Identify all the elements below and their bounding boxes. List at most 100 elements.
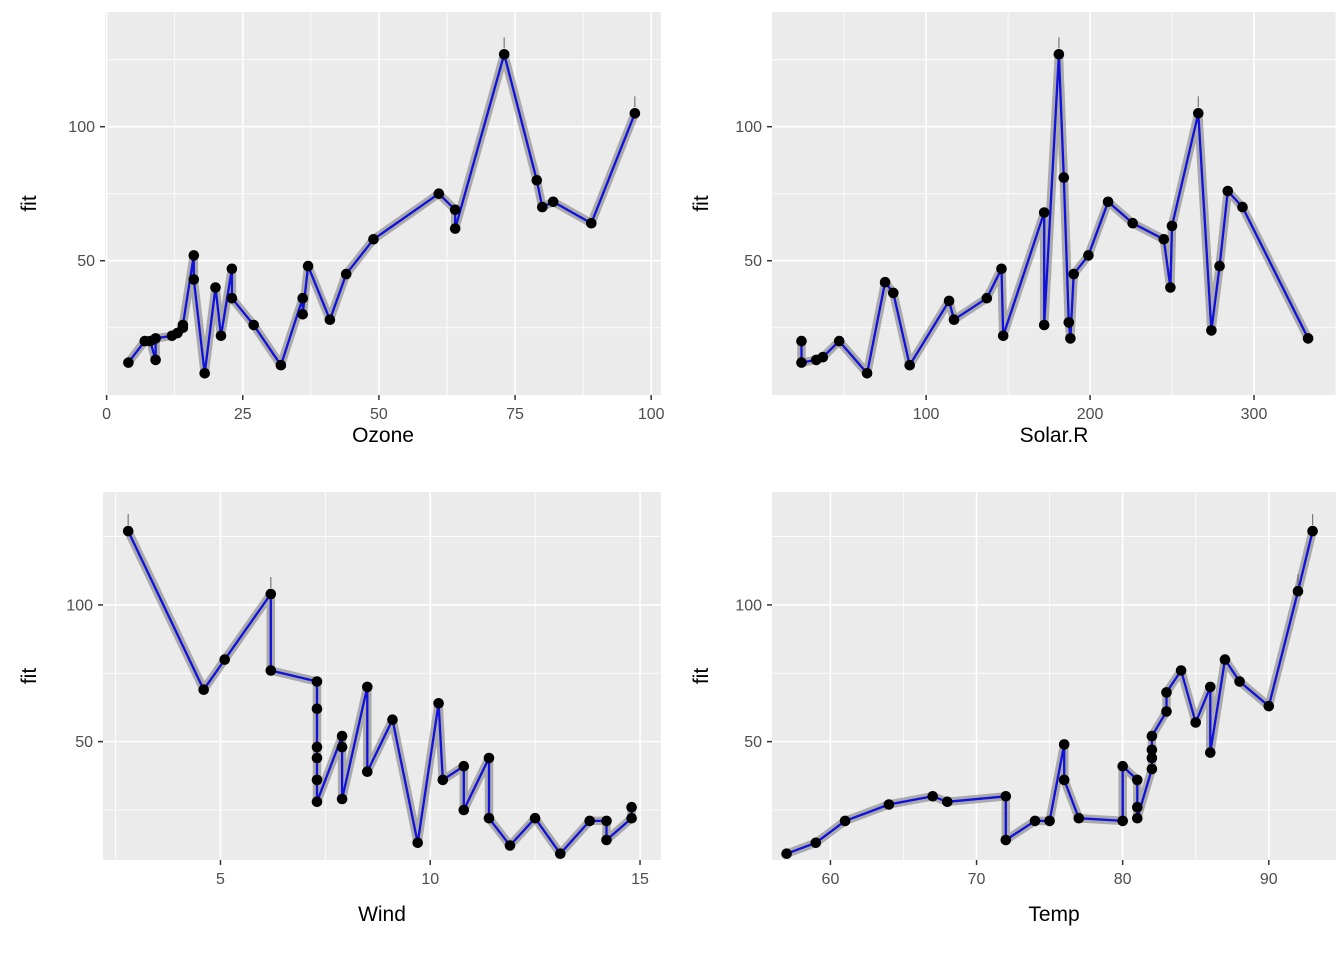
data-point <box>883 799 895 810</box>
data-point <box>483 752 495 764</box>
data-point <box>1029 815 1041 827</box>
data-point <box>997 330 1009 342</box>
data-point <box>810 837 822 849</box>
data-point <box>1307 525 1318 537</box>
data-point <box>833 335 845 347</box>
data-point <box>275 359 287 371</box>
y-tick-label: 50 <box>75 734 93 751</box>
data-point <box>219 654 230 665</box>
wind-plot-svg: 5 10 15 50 100 Wind fit <box>18 492 661 926</box>
data-point <box>265 588 277 600</box>
x-tick-label: 10 <box>421 871 439 888</box>
data-point <box>629 108 641 119</box>
data-point <box>150 354 161 366</box>
data-point <box>1000 834 1012 846</box>
data-point <box>362 766 373 777</box>
data-point <box>1222 185 1234 197</box>
data-point <box>215 330 227 342</box>
data-point <box>537 201 548 213</box>
panel-solar-r: 100 200 300 50 100 Solar.R fit <box>672 0 1344 480</box>
data-point <box>1102 196 1114 208</box>
x-axis-title: Temp <box>1028 903 1079 926</box>
x-tick-label: 50 <box>370 406 388 423</box>
data-point <box>340 268 352 280</box>
data-point <box>1117 760 1128 772</box>
data-point <box>531 175 543 186</box>
x-tick-label: 25 <box>234 406 252 423</box>
y-tick-label: 100 <box>735 597 762 614</box>
data-point <box>198 684 209 695</box>
data-point <box>368 234 379 245</box>
data-point <box>1044 815 1055 827</box>
panel-ozone: 0 25 50 75 100 50 100 Ozone fit <box>0 0 672 480</box>
data-point <box>626 812 637 824</box>
data-point <box>861 368 873 379</box>
data-point <box>297 292 309 304</box>
data-point <box>796 357 807 368</box>
x-tick-label: 80 <box>1114 871 1132 888</box>
data-point <box>458 760 470 772</box>
data-point <box>1234 676 1245 687</box>
data-point <box>226 292 238 304</box>
data-point <box>1161 706 1172 717</box>
y-axis-title: fit <box>18 668 41 685</box>
x-tick-label: 5 <box>216 871 225 888</box>
data-point <box>437 774 449 786</box>
data-point <box>1132 812 1143 824</box>
data-point <box>1193 108 1204 119</box>
y-tick-label: 100 <box>68 119 95 136</box>
data-point <box>336 793 348 805</box>
data-point <box>412 837 424 849</box>
data-point <box>1000 791 1012 802</box>
data-point <box>210 282 221 293</box>
data-point <box>311 774 323 786</box>
data-point <box>1127 217 1138 229</box>
data-point <box>1165 282 1176 293</box>
data-point <box>1237 201 1248 213</box>
panel-temp: 60 70 80 90 50 100 Temp fit <box>672 480 1344 960</box>
data-point <box>433 698 444 709</box>
y-tick-label: 50 <box>744 734 762 751</box>
data-point <box>1132 774 1143 786</box>
data-point <box>449 204 461 216</box>
data-point <box>529 812 541 824</box>
data-point <box>1058 739 1070 750</box>
data-point <box>311 796 323 808</box>
data-point <box>1146 752 1158 764</box>
x-axis-title: Ozone <box>352 424 414 447</box>
x-tick-label: 70 <box>968 871 986 888</box>
data-point <box>150 333 161 344</box>
data-point <box>1068 268 1079 280</box>
data-point <box>1063 317 1075 328</box>
data-point <box>311 703 323 715</box>
panel-wind: 5 10 15 50 100 Wind fit <box>0 480 672 960</box>
data-point <box>226 263 238 275</box>
data-point <box>336 741 348 753</box>
data-point <box>177 319 189 331</box>
x-axis-title: Solar.R <box>1020 424 1089 447</box>
data-point <box>483 812 495 824</box>
data-point <box>336 730 348 742</box>
data-point <box>1053 49 1065 60</box>
data-point <box>1214 260 1225 272</box>
data-point <box>996 263 1007 275</box>
data-point <box>1117 815 1128 827</box>
data-point <box>122 525 134 537</box>
data-point <box>1058 774 1070 786</box>
data-point <box>1175 665 1187 676</box>
y-tick-label: 50 <box>77 253 95 270</box>
data-point <box>504 840 516 851</box>
data-point <box>123 357 134 368</box>
data-point <box>1073 812 1085 824</box>
data-point <box>324 314 336 326</box>
temp-plot-svg: 60 70 80 90 50 100 Temp fit <box>690 492 1336 926</box>
y-tick-label: 100 <box>735 119 762 136</box>
data-point <box>188 250 200 261</box>
data-point <box>449 223 461 234</box>
data-point <box>311 741 323 753</box>
x-tick-label: 100 <box>638 406 665 423</box>
data-point <box>297 309 309 320</box>
data-point <box>302 260 314 272</box>
data-point <box>1206 325 1217 336</box>
